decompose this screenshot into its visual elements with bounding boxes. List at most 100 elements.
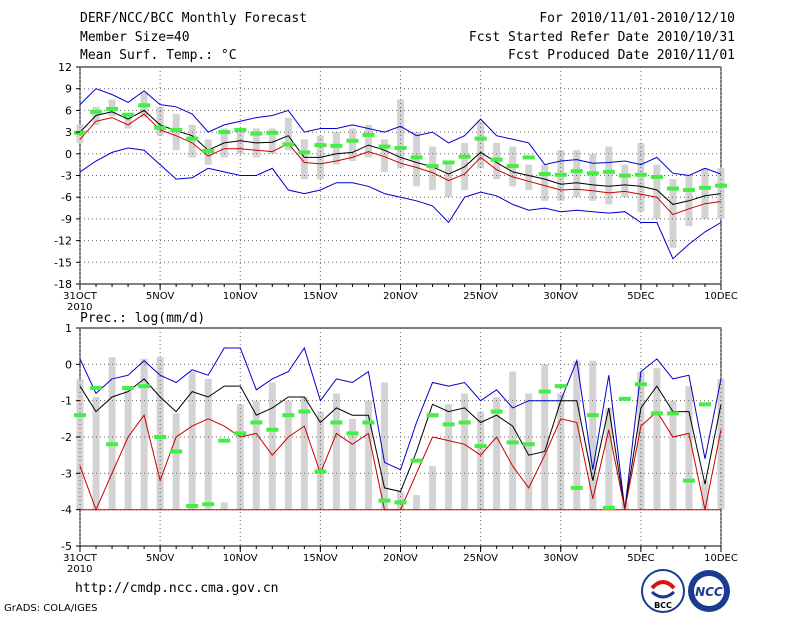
temp-obs-marker [362,132,375,137]
temp-spread-bar [284,117,292,151]
temp-x-tick-label: 20NOV [383,291,418,302]
prec-obs-marker [346,431,359,436]
temp-obs-marker [186,136,199,141]
temp-obs-marker [554,172,567,177]
prec-precip-bar [108,357,116,510]
temp-obs-marker [90,109,103,114]
temp-obs-marker [698,185,711,190]
prec-obs-marker [410,458,423,463]
prec-precip-bar [204,378,212,510]
temp-x-tick-label: 5NOV [146,291,175,302]
temp-spread-bar [332,132,340,165]
temp-spread-bar [541,164,549,201]
temp-obs-marker [634,172,647,177]
prec-x-tick-label: 10DEC [704,553,738,564]
prec-title: Prec.: log(mm/d) [80,311,205,326]
temp-spread-bar [701,168,709,219]
temp-x-tick-label: 15NOV [303,291,338,302]
temp-spread-bar [188,124,196,158]
prec-precip-bar [685,386,693,510]
temp-obs-marker [282,142,295,147]
temp-obs-marker [410,155,423,160]
temp-spread-bar [348,128,356,162]
prec-obs-marker [506,440,519,445]
temp-x-tick-label: 30NOV [543,291,578,302]
temp-obs-marker [138,103,151,108]
prec-obs-marker [442,422,455,427]
temp-obs-marker [522,155,535,160]
prec-x-tick-label: 5DEC [627,553,654,564]
temp-series-mean [79,109,722,205]
temp-obs-marker [122,112,135,117]
variable-label: Mean Surf. Temp.: °C [80,48,237,63]
temp-obs-marker [154,125,167,130]
prec-x-tick-label: 20NOV [383,553,418,564]
prec-y-tick-label: -1 [61,395,72,408]
prec-precip-bar [172,413,180,510]
prec-obs-marker [202,502,215,507]
prec-y-tick-label: -2 [61,431,72,444]
prec-obs-marker [522,442,535,447]
temp-obs-marker [715,183,727,188]
temp-obs-marker [602,169,615,174]
source-url[interactable]: http://cmdp.ncc.cma.gov.cn [75,581,279,596]
prec-x-tick-label: 5NOV [146,553,175,564]
prec-precip-bar [332,393,340,510]
temp-obs-marker [474,136,487,141]
prec-x-tick-label: 30NOV [543,553,578,564]
prec-y-tick-label: -4 [61,504,72,517]
temp-spread-bar [364,124,372,158]
produced-date: Fcst Produced Date 2010/11/01 [508,48,735,63]
temp-obs-marker [234,127,247,132]
temp-obs-marker [586,171,599,176]
temp-x-sublabel: 2010 [67,302,92,313]
prec-obs-marker [314,469,327,474]
prec-precip-bar [268,382,276,510]
prec-obs-marker [474,444,487,449]
temp-obs-marker [266,130,279,135]
prec-obs-marker [426,413,439,418]
temp-obs-marker [458,154,471,159]
prec-obs-marker [298,409,311,414]
prec-obs-marker [186,504,199,509]
temp-obs-marker [666,186,679,191]
prec-x-tick-label: 15NOV [303,553,338,564]
prec-precip-bar [669,400,677,510]
temp-spread-bar [525,164,533,190]
temp-spread-bar [669,179,677,248]
prec-precip-bar [92,397,100,510]
prec-y-tick-label: -5 [61,540,72,553]
temp-y-tick-label: 12 [58,61,72,74]
prec-precip-bar [605,407,613,510]
prec-obs-marker [458,420,471,425]
temp-series-lower [79,147,722,260]
prec-precip-bar [300,397,308,510]
prec-precip-bar [413,495,421,510]
temp-spread-bar [397,99,404,169]
prec-series-upper [79,346,722,510]
temp-spread-bar [621,164,629,198]
temp-obs-marker [330,143,343,148]
temp-obs-marker [106,106,119,111]
prec-precip-bar [252,400,260,510]
grads-credit: GrADS: COLA/IGES [4,603,98,614]
temp-obs-marker [570,169,583,174]
prec-precip-bar [380,382,388,510]
temp-obs-marker [378,144,391,149]
temp-obs-marker [426,164,439,169]
temp-y-tick-label: -18 [54,278,72,291]
temp-y-tick-label: -6 [61,191,72,204]
prec-precip-bar [364,400,372,510]
prec-obs-marker [618,396,631,401]
temp-x-tick-label: 5DEC [627,291,654,302]
prec-precip-bar [493,397,501,510]
prec-precip-bar [124,386,132,510]
temp-obs-marker [538,172,551,177]
prec-precip-bar [653,367,661,510]
prec-obs-marker [234,431,247,436]
prec-precip-bar [348,418,356,510]
temp-spread-bar [156,106,164,136]
temp-obs-marker [202,148,215,153]
temp-y-tick-label: -3 [61,170,72,183]
prec-obs-marker [666,411,679,416]
